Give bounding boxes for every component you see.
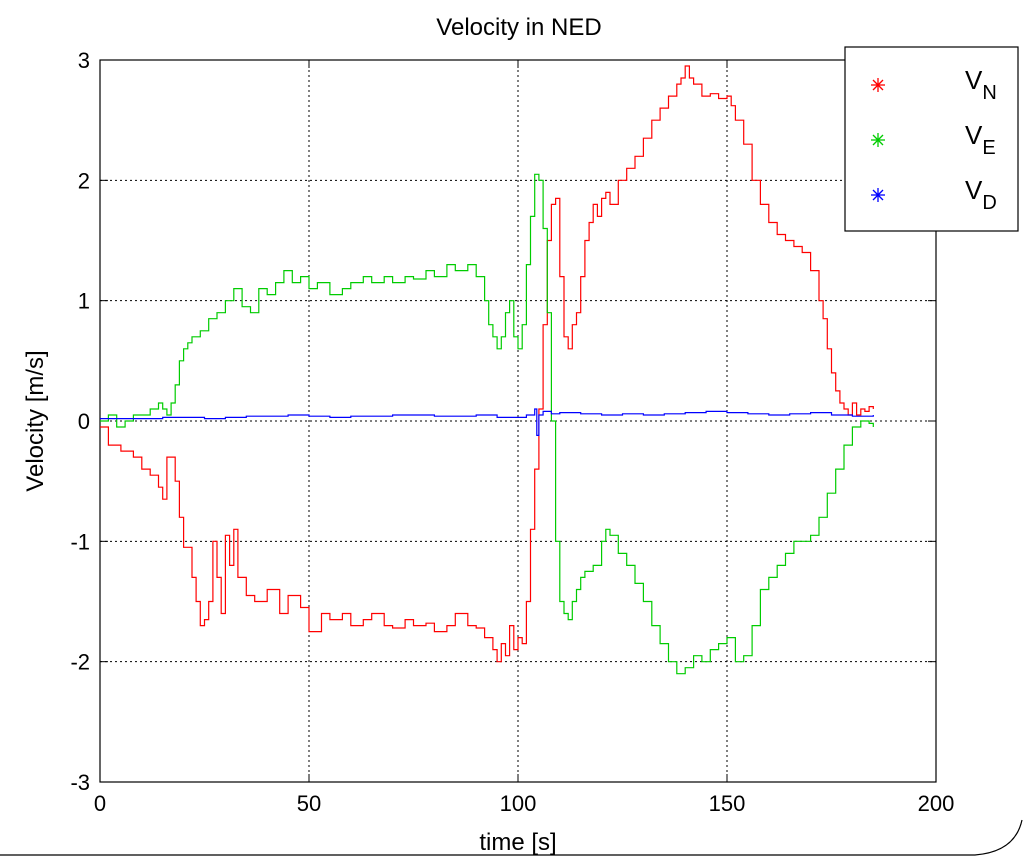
- x-tick-label: 200: [918, 791, 955, 816]
- x-tick-label: 0: [94, 791, 106, 816]
- y-tick-label: -1: [70, 529, 90, 554]
- x-tick-label: 50: [297, 791, 321, 816]
- series-line-d: [100, 408, 874, 436]
- chart-title: Velocity in NED: [436, 14, 601, 41]
- legend-marker-e: [871, 133, 885, 147]
- axis-ticks: 0 50 100 150 200 -3 -2 -1 0 1 2 3: [70, 48, 954, 816]
- x-tick-label: 150: [709, 791, 746, 816]
- legend-marker-n: [871, 78, 885, 92]
- legend-label-e: VE: [965, 120, 996, 159]
- legend: VN VE VD: [844, 46, 1019, 232]
- legend-box: [844, 46, 1019, 232]
- series-line-e: [100, 173, 874, 675]
- y-tick-label: 2: [78, 168, 90, 193]
- y-axis-title: Velocity [m/s]: [22, 350, 49, 491]
- y-tick-label: 3: [78, 48, 90, 73]
- y-tick-label: -2: [70, 650, 90, 675]
- page-edge-decoration: [0, 819, 1023, 856]
- y-tick-label: 1: [78, 289, 90, 314]
- legend-label-n: VN: [965, 65, 997, 104]
- grid-lines: [100, 60, 936, 782]
- legend-marker-d: [871, 188, 885, 202]
- series-lines: [100, 65, 874, 675]
- y-tick-label: 0: [78, 409, 90, 434]
- x-axis-title: time [s]: [479, 829, 556, 856]
- series-line-n: [100, 65, 874, 663]
- x-tick-label: 100: [500, 791, 537, 816]
- legend-label-d: VD: [965, 175, 997, 214]
- y-tick-label: -3: [70, 770, 90, 795]
